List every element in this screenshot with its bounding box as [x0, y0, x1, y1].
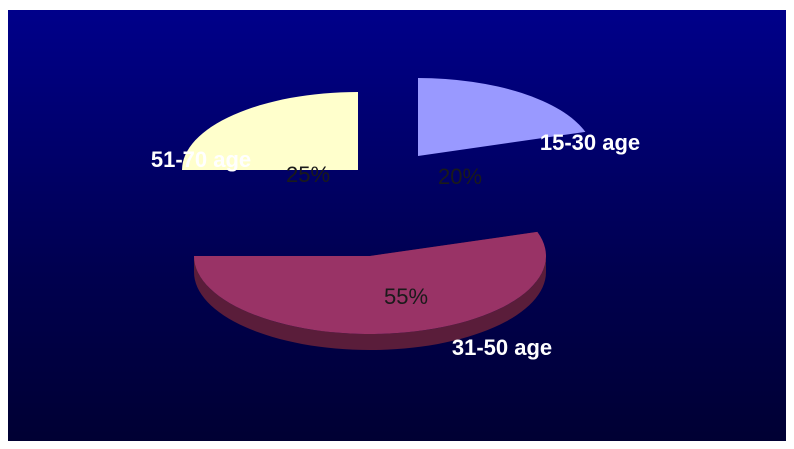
slice-51-70-age-percent-label: 25%	[286, 162, 330, 187]
slice-31-50-age-category-label: 31-50 age	[452, 335, 552, 360]
slide-background: 15-30 age 20% 31-50 age 55% 51-70 age 25%	[8, 10, 786, 441]
pie-labels: 15-30 age 20% 31-50 age 55% 51-70 age 25%	[151, 130, 640, 360]
slice-31-50-age-side	[194, 256, 546, 350]
pie-chart: 15-30 age 20% 31-50 age 55% 51-70 age 25%	[151, 78, 640, 360]
pie-tops	[182, 78, 586, 334]
slice-31-50-age-percent-label: 55%	[384, 284, 428, 309]
slice-15-30-age	[418, 78, 586, 156]
slice-15-30-age-category-label: 15-30 age	[540, 130, 640, 155]
slice-51-70-age-category-label: 51-70 age	[151, 147, 251, 172]
slice-51-70-age	[182, 92, 358, 170]
slice-15-30-age-percent-label: 20%	[438, 164, 482, 189]
slice-31-50-age	[194, 231, 546, 334]
